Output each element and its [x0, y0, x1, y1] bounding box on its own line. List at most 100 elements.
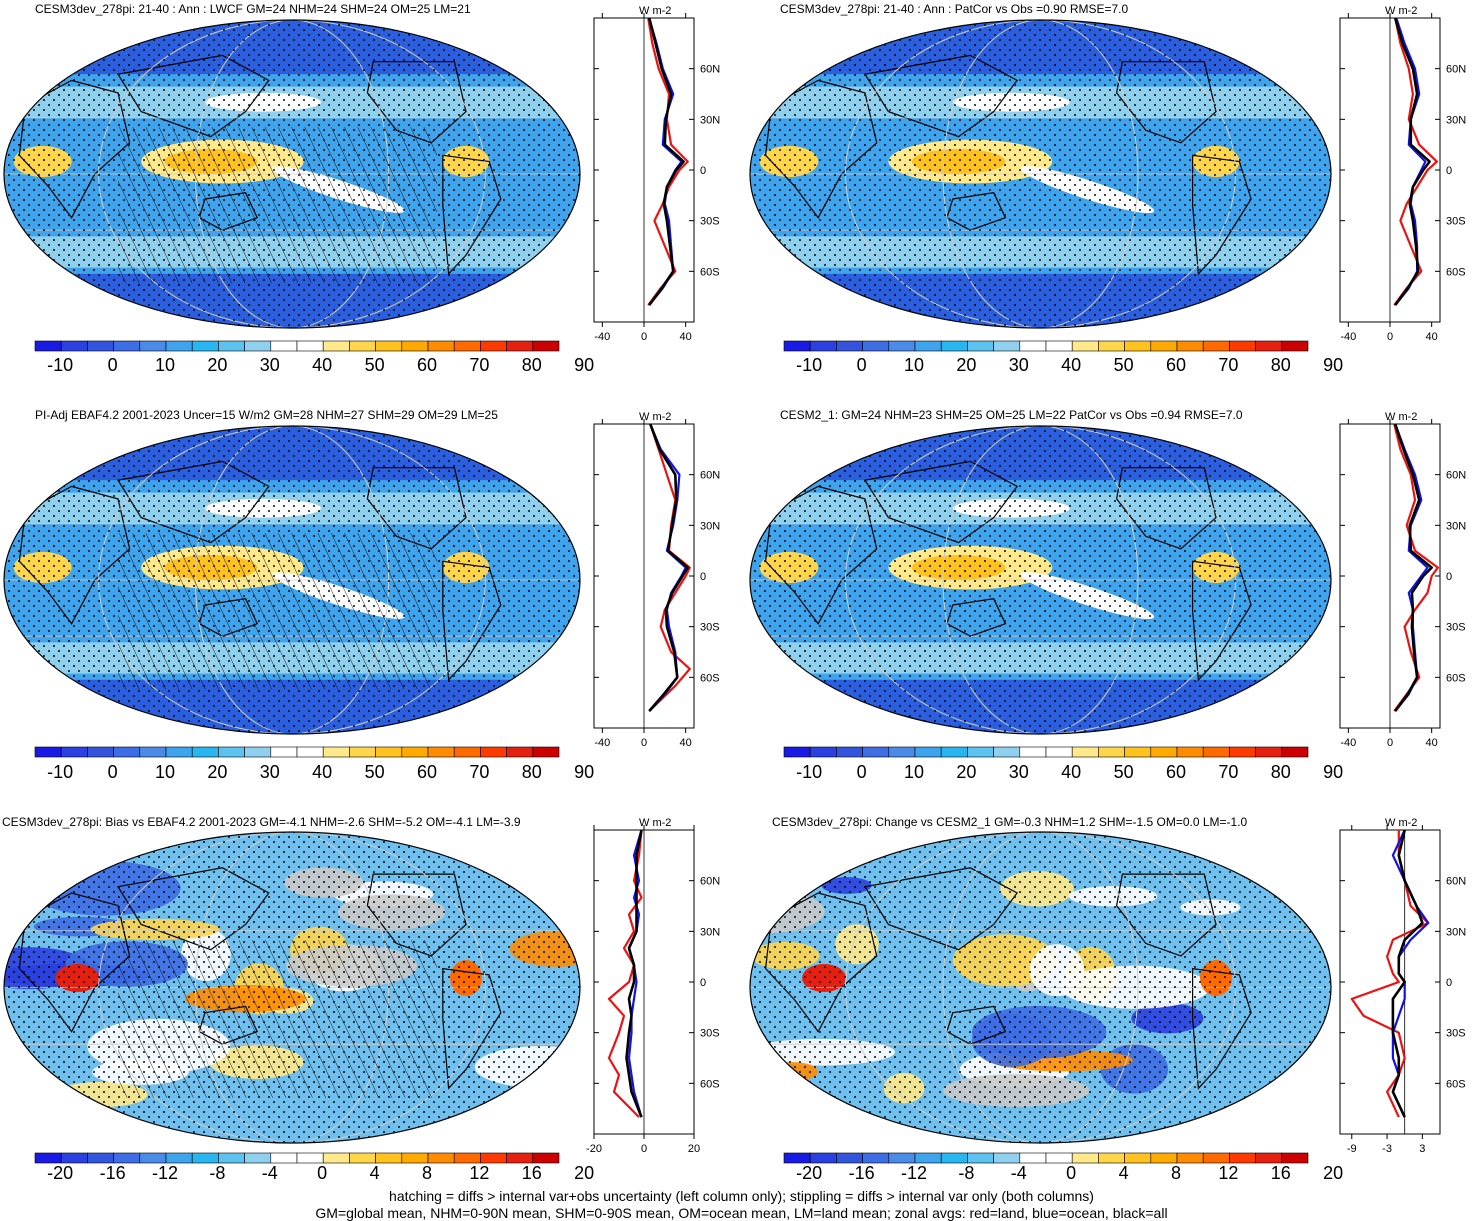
colorbar-label: -10 — [47, 762, 74, 782]
colorbar-swatch — [1019, 340, 1047, 352]
colorbar-swatch — [967, 340, 994, 352]
lat-label: 60N — [1446, 876, 1466, 888]
lat-label: 60S — [1446, 672, 1466, 684]
lat-label: 30N — [1446, 520, 1466, 532]
colorbar-swatch — [165, 1152, 193, 1164]
colorbar-swatch — [139, 746, 167, 758]
lat-label: 60N — [700, 470, 720, 482]
colorbar-swatch — [218, 340, 245, 352]
hatching — [118, 127, 437, 284]
colorbar-swatch — [87, 1152, 114, 1164]
colorbar-swatch — [993, 1152, 1021, 1164]
lat-label: 0 — [700, 571, 706, 583]
colorbar-label: 80 — [521, 355, 542, 375]
map-border — [749, 425, 1332, 735]
colorbar-label: -16 — [848, 1163, 875, 1183]
colorbar-swatch — [218, 746, 245, 758]
colorbar-label: 50 — [364, 762, 385, 782]
lat-label: 60S — [700, 1078, 720, 1090]
colorbar-swatch — [34, 1152, 62, 1164]
lat-label: 60N — [1446, 64, 1466, 76]
lat-label: 30N — [1446, 114, 1466, 126]
colorbar-swatch — [1176, 1152, 1204, 1164]
lat-label: 30S — [700, 1028, 720, 1040]
colorbar-swatch — [244, 1152, 272, 1164]
colorbar-label: 20 — [956, 355, 977, 375]
colorbar-swatch — [1098, 1152, 1125, 1164]
colorbar-swatch — [1255, 746, 1283, 758]
colorbar-swatch — [218, 1152, 245, 1164]
colorbar-swatch — [940, 1152, 968, 1164]
zonal-curve-all — [625, 829, 643, 1118]
colorbar-swatch — [888, 746, 916, 758]
colorbar-label: -10 — [47, 355, 74, 375]
colorbar-label: 70 — [1218, 355, 1239, 375]
colorbar-label: 16 — [1270, 1163, 1291, 1183]
lat-label: 0 — [1446, 165, 1452, 177]
colorbar-swatch — [427, 746, 455, 758]
colorbar-swatch — [1019, 746, 1047, 758]
colorbar-label: -8 — [958, 1163, 975, 1183]
zonal-curve-land — [648, 423, 691, 712]
map-border — [3, 19, 581, 329]
stippling — [750, 832, 1331, 1143]
colorbar-swatch — [1071, 746, 1099, 758]
colorbar — [34, 1152, 560, 1164]
colorbar-swatch — [1255, 1152, 1283, 1164]
colorbar-swatch — [532, 1152, 560, 1164]
colorbar-swatch — [375, 746, 403, 758]
colorbar-swatch — [270, 340, 298, 352]
zonal-mean-plot: W m-2 60N 30N 0 30S 60S -20 0 20 — [586, 817, 720, 1155]
colorbar-label: 80 — [1270, 762, 1291, 782]
colorbar-swatch — [1071, 340, 1099, 352]
colorbar-swatch — [914, 1152, 942, 1164]
colorbar-swatch — [1176, 340, 1204, 352]
colorbar-label: 0 — [107, 355, 118, 375]
colorbar-swatch — [113, 746, 141, 758]
colorbar-swatch — [1281, 340, 1309, 352]
colorbar-swatch — [1202, 340, 1230, 352]
lat-label: 30N — [700, 520, 720, 532]
colorbar-swatch — [296, 746, 324, 758]
value-label: 40 — [680, 331, 692, 343]
colorbar-swatch — [506, 746, 534, 758]
colorbar-swatch — [296, 1152, 324, 1164]
colorbar-label: 70 — [469, 355, 490, 375]
colorbar-swatch — [1150, 1152, 1178, 1164]
lat-label: 0 — [700, 165, 706, 177]
colorbar-swatch — [1098, 746, 1125, 758]
colorbar-label: 30 — [259, 355, 280, 375]
colorbar-label: 10 — [154, 762, 176, 782]
lat-label: 30S — [700, 622, 720, 634]
lat-label: 30S — [1446, 622, 1466, 634]
lat-label: 30S — [1446, 216, 1466, 228]
robinson-map — [3, 19, 581, 329]
map-border — [749, 831, 1332, 1144]
colorbar-swatch — [940, 340, 968, 352]
colorbar-label: -20 — [796, 1163, 823, 1183]
value-label: -20 — [586, 1143, 602, 1155]
colorbar-swatch — [1045, 746, 1073, 758]
colorbar-swatch — [349, 1152, 376, 1164]
colorbar-label: 20 — [207, 762, 228, 782]
panel-title: CESM3dev_278pi: 21-40 : Ann : PatCor vs … — [780, 2, 1129, 16]
colorbar-label: 40 — [1061, 762, 1082, 782]
colorbar-swatch — [191, 1152, 219, 1164]
colorbar — [783, 340, 1309, 352]
map-border — [3, 831, 581, 1144]
colorbar-label: 8 — [421, 1163, 433, 1183]
lat-label: 60N — [700, 876, 720, 888]
lat-label: 60N — [700, 64, 720, 76]
colorbar-swatch — [165, 746, 193, 758]
colorbar-swatch — [809, 340, 837, 352]
colorbar-label: 60 — [1165, 762, 1187, 782]
colorbar-label: 20 — [574, 1163, 595, 1183]
colorbar-swatch — [244, 746, 272, 758]
colorbar-swatch — [888, 1152, 916, 1164]
colorbar-swatch — [1045, 1152, 1073, 1164]
colorbar-swatch — [375, 340, 403, 352]
lat-label: 30N — [1446, 926, 1466, 938]
colorbar-swatch — [836, 340, 863, 352]
colorbar-label: -4 — [261, 1163, 278, 1183]
colorbar-label: 80 — [521, 762, 542, 782]
